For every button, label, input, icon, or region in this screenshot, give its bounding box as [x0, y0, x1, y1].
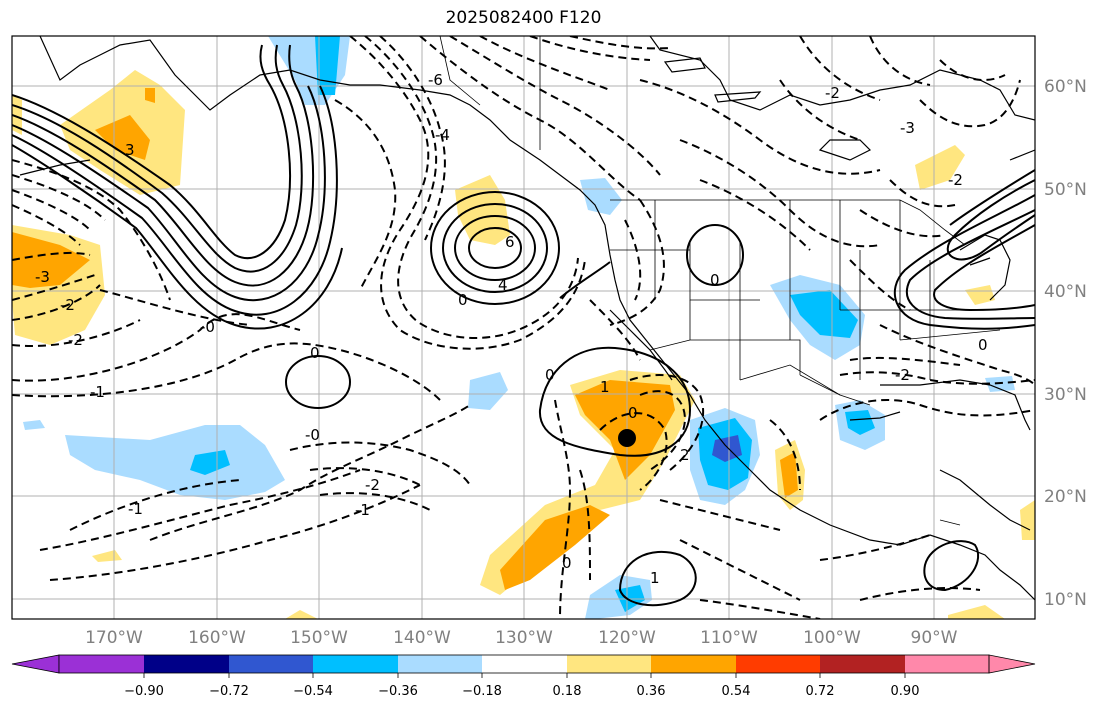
coastlines: [19, 36, 1035, 601]
colorbar-tick-label: 0.90: [891, 684, 920, 699]
dashed-contours: [12, 36, 1035, 619]
contour-label: -2: [895, 366, 910, 384]
colorbar: −0.90 −0.72 −0.54 −0.36 −0.18 0.18 0.36 …: [11, 654, 1036, 699]
colorbar-tick-label: −0.72: [209, 684, 249, 699]
colorbar-swatch: [820, 655, 905, 673]
contour-label: 0: [310, 344, 320, 362]
latitude-labels: 60°N 50°N 40°N 30°N 20°N 10°N: [1044, 77, 1087, 610]
contour-label: -2: [68, 331, 83, 349]
colorbar-swatch: [229, 655, 313, 673]
colorbar-tick-label: −0.36: [378, 684, 418, 699]
lat-label: 20°N: [1044, 487, 1087, 507]
contour-label: -4: [435, 126, 450, 144]
negative-anomaly-region: [845, 410, 875, 435]
colorbar-swatch: [482, 655, 567, 673]
positive-anomaly-region: [500, 505, 610, 590]
positive-anomaly-region: [965, 285, 995, 305]
colorbar-tick-label: 0.54: [722, 684, 751, 699]
negative-anomaly-region: [23, 420, 45, 430]
colorbar-swatch: [567, 655, 651, 673]
contour-label: 3: [125, 141, 135, 159]
colorbar-low-extension: [11, 654, 60, 674]
negative-anomaly-region: [65, 425, 285, 500]
colorbar-tick-label: 0.36: [637, 684, 666, 699]
lat-label: 40°N: [1044, 282, 1087, 302]
lon-label: 110°W: [700, 628, 758, 648]
contour-label: -6: [428, 71, 443, 89]
colorbar-tick-label: −0.90: [124, 684, 164, 699]
colorbar-swatch: [313, 655, 398, 673]
longitude-labels: 170°W 160°W 150°W 140°W 130°W 120°W 110°…: [85, 628, 958, 648]
shaded-anomalies: [12, 36, 1035, 619]
lat-label: 10°N: [1044, 590, 1087, 610]
colorbar-swatch: [398, 655, 482, 673]
contour-label: 6: [505, 233, 515, 251]
lon-label: 130°W: [495, 628, 553, 648]
negative-anomaly-region: [468, 372, 508, 410]
contour-label: 1: [650, 569, 660, 587]
storm-center-marker: [618, 429, 636, 447]
lon-label: 90°W: [911, 628, 958, 648]
positive-anomaly-region: [915, 145, 965, 190]
contour-label: 1: [600, 378, 610, 396]
contour-label: -1: [128, 500, 143, 518]
contour-label: -2: [825, 84, 840, 102]
lon-label: 150°W: [290, 628, 348, 648]
positive-anomaly-region: [1020, 500, 1035, 540]
lon-label: 100°W: [803, 628, 861, 648]
positive-anomaly-region: [780, 452, 798, 498]
colorbar-tick-label: 0.72: [806, 684, 835, 699]
contour-label: -2: [365, 476, 380, 494]
contour-label: -3: [35, 268, 50, 286]
positive-anomaly-region: [948, 605, 1005, 619]
lon-label: 160°W: [188, 628, 246, 648]
contour-label: -2: [60, 296, 75, 314]
colorbar-swatch: [59, 655, 144, 673]
lon-label: 170°W: [85, 628, 143, 648]
negative-anomaly-region: [190, 450, 230, 475]
contour-label: -1: [90, 383, 105, 401]
colorbar-swatch: [736, 655, 820, 673]
colorbar-swatch: [144, 655, 229, 673]
contour-label: -2: [948, 171, 963, 189]
colorbar-high-extension: [988, 654, 1036, 674]
contour-label: 2: [680, 446, 690, 464]
negative-anomaly-region: [580, 178, 622, 215]
lat-label: 30°N: [1044, 385, 1087, 405]
contour-label: 0: [710, 271, 720, 289]
colorbar-tick-label: −0.54: [293, 684, 333, 699]
contour-label: -0: [305, 426, 320, 444]
positive-anomaly-region: [12, 232, 90, 288]
lon-label: 140°W: [393, 628, 451, 648]
contour-label: 0: [628, 404, 638, 422]
contour-label: -0: [200, 318, 215, 336]
lon-label: 120°W: [598, 628, 656, 648]
contour-label: 0: [545, 366, 555, 384]
colorbar-tick-label: 0.18: [553, 684, 582, 699]
political-borders: [439, 36, 1001, 526]
contour-labels: -3 -2 -2 -1 -1 -0 -0 0 0 0 0 0 0 1 1 -1 …: [35, 71, 988, 587]
lat-label: 60°N: [1044, 77, 1087, 97]
colorbar-swatch: [905, 655, 989, 673]
colorbar-tick-label: −0.18: [462, 684, 502, 699]
contour-label: 4: [498, 276, 508, 294]
map-border: [11, 35, 1036, 620]
solid-contours: [12, 44, 1035, 607]
colorbar-swatch: [651, 655, 736, 673]
positive-anomaly-region: [145, 88, 155, 103]
positive-anomaly-region: [285, 610, 318, 619]
contour-label: 0: [458, 291, 468, 309]
contour-label: -3: [900, 119, 915, 137]
contour-label: 0: [562, 554, 572, 572]
contour-label: -1: [355, 501, 370, 519]
positive-anomaly-region: [95, 115, 150, 160]
negative-anomaly-region: [790, 290, 858, 338]
contour-label: 0: [978, 336, 988, 354]
lat-label: 50°N: [1044, 180, 1087, 200]
map-title: 2025082400 F120: [445, 8, 602, 28]
